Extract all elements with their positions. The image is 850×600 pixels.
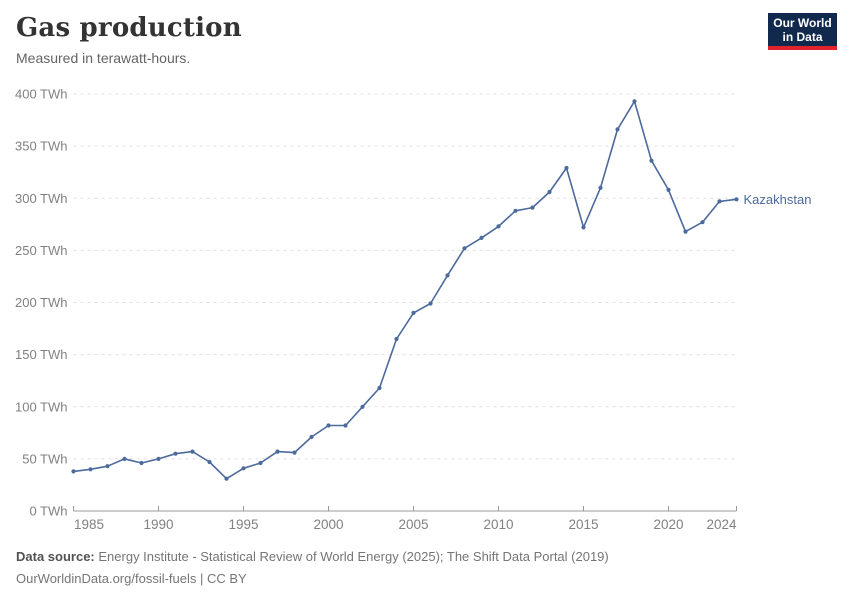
data-point [734,197,739,202]
data-point [71,469,76,474]
data-point [581,225,586,230]
page-subtitle: Measured in terawatt-hours. [16,50,191,66]
y-tick-label: 50 TWh [22,451,67,466]
data-point [275,449,280,454]
chart-footer: Data source: Energy Institute - Statisti… [16,546,609,590]
x-tick-label: 2010 [483,517,513,532]
data-source-line: Data source: Energy Institute - Statisti… [16,546,609,568]
y-tick-label: 350 TWh [15,139,68,154]
y-tick-label: 250 TWh [15,243,68,258]
x-axis: 1985 1990 1995 2000 2005 2010 2015 2020 2024 [73,506,737,532]
data-point [632,99,637,104]
data-point [445,273,450,278]
data-point [666,187,671,192]
data-point [156,456,161,461]
x-tick-label: 1985 [74,517,104,532]
data-point [326,423,331,428]
data-point [615,127,620,132]
data-point [394,336,399,342]
data-point [139,460,144,466]
x-tick-label: 2015 [568,517,598,532]
data-point [190,449,195,454]
data-point [700,220,705,225]
license-line[interactable]: OurWorldinData.org/fossil-fuels | CC BY [16,571,247,586]
series-line [72,100,738,480]
data-point [309,434,314,440]
data-source-text: Energy Institute - Statistical Review of… [98,549,609,564]
data-point [241,466,246,471]
page-title: Gas production [16,13,242,43]
data-point [649,158,654,163]
data-point [207,459,212,465]
y-tick-label: 0 TWh [29,504,67,519]
y-tick-label: 150 TWh [15,347,68,362]
data-point [258,460,263,466]
data-point [496,224,501,229]
data-point [377,385,382,391]
data-point [598,185,603,190]
data-point [479,235,484,240]
data-point [224,476,229,481]
owid-logo-line1: Our World [773,15,832,30]
data-point [428,301,433,306]
data-series: Kazakhstan [71,99,811,481]
x-tick-label: 1990 [143,517,173,532]
x-tick-label: 1995 [228,517,258,532]
data-point [683,229,688,234]
data-point [462,246,467,251]
data-point [547,189,552,195]
data-source-label: Data source: [16,549,95,564]
data-point [717,199,722,204]
y-tick-label: 100 TWh [15,399,68,414]
data-point [292,450,297,455]
x-tick-label: 2005 [398,517,428,532]
x-tick-label: 2000 [313,517,343,532]
y-tick-label: 300 TWh [15,191,68,206]
y-tick-label: 200 TWh [15,295,68,310]
y-gridlines [73,93,737,460]
y-tick-label: 400 TWh [15,87,68,102]
series-end-label[interactable]: Kazakhstan [744,192,812,207]
data-point [173,451,178,456]
x-tick-label: 2020 [653,517,683,532]
data-point [411,310,416,315]
data-point [343,423,348,428]
data-point [88,467,93,472]
data-point [360,404,365,409]
x-tick-label: 2024 [706,517,737,532]
data-point [105,464,110,469]
y-axis-labels: 0 TWh 50 TWh 100 TWh 150 TWh 200 TWh 250 TWh 3… [15,87,68,519]
data-point [530,205,535,210]
data-point [564,165,569,171]
owid-logo-line2: in Data [782,29,823,44]
data-point [122,456,127,461]
owid-logo[interactable]: Our World in Data [768,13,837,50]
data-point [513,208,518,213]
